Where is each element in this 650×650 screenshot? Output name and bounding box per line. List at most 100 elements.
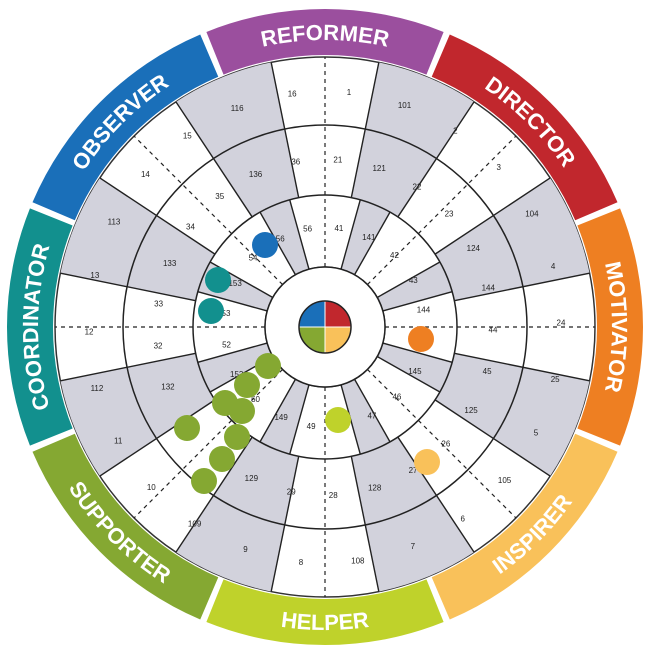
dashed-divider bbox=[133, 369, 283, 519]
radial-line bbox=[175, 436, 253, 553]
sector-number: 50 bbox=[251, 395, 260, 404]
sector-number: 45 bbox=[483, 367, 492, 376]
sector-number: 113 bbox=[108, 217, 121, 226]
radial-line-inner bbox=[197, 342, 268, 363]
sector-number: 136 bbox=[249, 170, 263, 179]
sector-number: 144 bbox=[417, 306, 431, 315]
segment-band-reformer bbox=[206, 8, 444, 75]
sector-number: 125 bbox=[464, 406, 478, 415]
sector-number: 152 bbox=[230, 370, 244, 379]
sector-number: 108 bbox=[351, 557, 365, 566]
segment-band-coordinator bbox=[6, 208, 73, 446]
shaded-wedge bbox=[175, 62, 299, 217]
sector-number: 47 bbox=[367, 411, 376, 420]
dashed-divider bbox=[367, 135, 517, 285]
position-dots bbox=[174, 232, 440, 494]
radial-line-inner bbox=[259, 378, 297, 443]
shaded-wedge bbox=[435, 177, 590, 301]
segment-band-director bbox=[431, 34, 618, 221]
sector-number: 41 bbox=[334, 224, 343, 233]
radial-line-inner bbox=[340, 199, 361, 270]
dashed-divider bbox=[367, 369, 517, 519]
sector-number: 12 bbox=[85, 327, 94, 336]
shaded-wedge-inner bbox=[341, 199, 390, 275]
radial-line bbox=[434, 399, 551, 477]
radial-line-inner bbox=[197, 291, 268, 312]
radial-line-inner bbox=[353, 378, 391, 443]
radial-line bbox=[397, 436, 475, 553]
radial-line bbox=[350, 62, 380, 198]
sector-number: 132 bbox=[161, 383, 175, 392]
sector-number: 121 bbox=[372, 164, 386, 173]
sector-number: 112 bbox=[91, 384, 104, 393]
sector-number: 44 bbox=[489, 325, 498, 334]
sector-number: 141 bbox=[362, 233, 376, 242]
radial-line bbox=[60, 352, 196, 382]
sector-number: 52 bbox=[222, 340, 231, 349]
position-dot-supporter bbox=[209, 446, 235, 472]
sector-number: 128 bbox=[368, 483, 382, 492]
sector-number: 56 bbox=[303, 225, 312, 234]
position-dot-supporter bbox=[234, 372, 260, 398]
position-dot-coordinator bbox=[205, 267, 231, 293]
sector-number: 46 bbox=[392, 392, 401, 401]
sector-number: 36 bbox=[291, 158, 300, 167]
segment-band-inspirer bbox=[431, 433, 618, 620]
sector-number: 35 bbox=[215, 192, 224, 201]
radial-line bbox=[60, 272, 196, 302]
radial-line bbox=[175, 101, 253, 218]
shaded-wedge bbox=[351, 437, 475, 592]
segment-label-helper: HELPER bbox=[280, 607, 370, 635]
dashed-divider bbox=[133, 135, 283, 285]
sector-number: 109 bbox=[188, 520, 202, 529]
shaded-wedge bbox=[60, 353, 215, 477]
sector-number: 129 bbox=[245, 474, 259, 483]
radial-line bbox=[434, 177, 551, 255]
sector-numbers: 16 11012310442425510567108891091011112121… bbox=[85, 88, 566, 567]
sector-number: 23 bbox=[445, 210, 454, 219]
sector-number: 25 bbox=[551, 375, 560, 384]
segment-band-motivator bbox=[577, 208, 643, 446]
shaded-wedge-inner bbox=[260, 379, 309, 455]
sector-number: 24 bbox=[557, 319, 566, 328]
sector-number: 49 bbox=[307, 422, 316, 431]
sector-number: 34 bbox=[186, 222, 195, 231]
shaded-wedge bbox=[435, 353, 590, 477]
sector-number: 13 bbox=[90, 271, 99, 280]
sector-number: 33 bbox=[154, 300, 163, 309]
radial-line-inner bbox=[289, 199, 310, 270]
sector-number: 5 bbox=[534, 429, 539, 438]
segment-band-observer bbox=[32, 34, 219, 221]
sector-number: 16 bbox=[288, 89, 297, 98]
shaded-wedge-inner bbox=[377, 343, 453, 392]
sector-number: 4 bbox=[551, 262, 556, 271]
sector-number: 32 bbox=[154, 342, 163, 351]
radial-line-inner bbox=[289, 384, 310, 455]
radial-line-inner bbox=[382, 342, 453, 363]
radial-line-inner bbox=[376, 355, 441, 393]
sector-number: 54 bbox=[249, 254, 258, 263]
radial-line bbox=[454, 272, 590, 302]
radial-line bbox=[99, 177, 216, 255]
sector-number: 27 bbox=[409, 466, 418, 475]
segment-band-supporter bbox=[32, 433, 219, 620]
sector-number: 21 bbox=[333, 155, 342, 164]
shaded-wedge-inner bbox=[260, 199, 309, 275]
sector-number: 11 bbox=[114, 437, 123, 446]
radial-line bbox=[454, 352, 590, 382]
shaded-wedge-inner bbox=[341, 379, 390, 455]
shaded-wedge bbox=[60, 177, 215, 301]
sector-number: 145 bbox=[408, 367, 422, 376]
sector-number: 101 bbox=[398, 101, 412, 110]
position-dot-supporter bbox=[224, 424, 250, 450]
sector-number: 144 bbox=[482, 283, 496, 292]
sector-number: 116 bbox=[231, 104, 244, 113]
segment-band-helper bbox=[206, 579, 444, 645]
sector-number: 3 bbox=[496, 163, 501, 172]
sector-number: 43 bbox=[409, 276, 418, 285]
position-dot-helper bbox=[325, 407, 351, 433]
sector-number: 105 bbox=[498, 476, 512, 485]
sector-number: 29 bbox=[287, 488, 296, 497]
shaded-wedge-inner bbox=[377, 262, 453, 311]
position-dot-supporter bbox=[174, 415, 200, 441]
